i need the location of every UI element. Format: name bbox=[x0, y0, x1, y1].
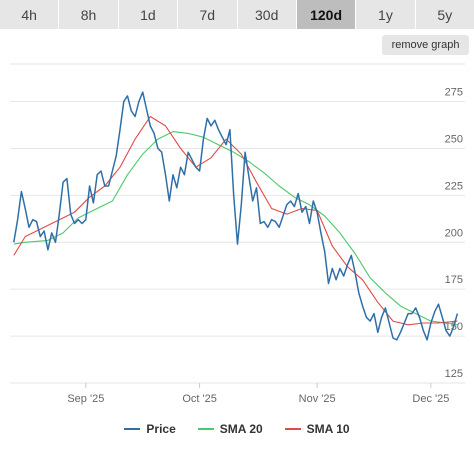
x-tick-label: Oct '25 bbox=[182, 393, 217, 405]
legend-label-sma10: SMA 10 bbox=[306, 422, 350, 436]
y-tick-label: 275 bbox=[445, 87, 463, 99]
x-tick-label: Sep '25 bbox=[67, 393, 104, 405]
tab-1d[interactable]: 1d bbox=[118, 0, 178, 29]
tab-8h[interactable]: 8h bbox=[59, 0, 118, 29]
series-line-sma20 bbox=[13, 131, 458, 326]
y-tick-label: 225 bbox=[445, 180, 463, 192]
remove-graph-button[interactable]: remove graph bbox=[382, 35, 469, 55]
y-tick-label: 125 bbox=[445, 368, 463, 380]
series-line-sma10 bbox=[13, 115, 458, 326]
tab-120d[interactable]: 120d bbox=[296, 0, 356, 29]
legend-label-sma20: SMA 20 bbox=[219, 422, 263, 436]
y-tick-label: 250 bbox=[445, 133, 463, 145]
legend-swatch-sma20 bbox=[197, 428, 214, 430]
x-tick-label: Dec '25 bbox=[412, 393, 449, 405]
y-tick-label: 200 bbox=[445, 227, 463, 239]
x-tick-label: Nov '25 bbox=[299, 393, 336, 405]
tab-7d[interactable]: 7d bbox=[178, 0, 237, 29]
series-line-price bbox=[13, 91, 459, 341]
series-lines bbox=[13, 91, 459, 341]
grid bbox=[10, 63, 465, 384]
legend-item-sma20[interactable]: SMA 20 bbox=[197, 422, 263, 436]
tab-5y[interactable]: 5y bbox=[415, 0, 474, 29]
y-tick-label: 175 bbox=[445, 274, 463, 286]
x-axis-ticks: Sep '25 Oct '25 Nov '25 Dec '25 bbox=[67, 383, 449, 405]
chart-legend: Price SMA 20 SMA 10 bbox=[0, 420, 474, 438]
legend-label-price: Price bbox=[146, 422, 176, 436]
legend-item-price[interactable]: Price bbox=[124, 422, 176, 436]
tab-30d[interactable]: 30d bbox=[237, 0, 296, 29]
tab-4h[interactable]: 4h bbox=[0, 0, 59, 29]
range-tabs: 4h 8h 1d 7d 30d 120d 1y 5y bbox=[0, 0, 474, 29]
legend-swatch-sma10 bbox=[284, 428, 301, 430]
legend-item-sma10[interactable]: SMA 10 bbox=[284, 422, 350, 436]
tab-1y[interactable]: 1y bbox=[356, 0, 415, 29]
legend-swatch-price bbox=[124, 428, 141, 430]
